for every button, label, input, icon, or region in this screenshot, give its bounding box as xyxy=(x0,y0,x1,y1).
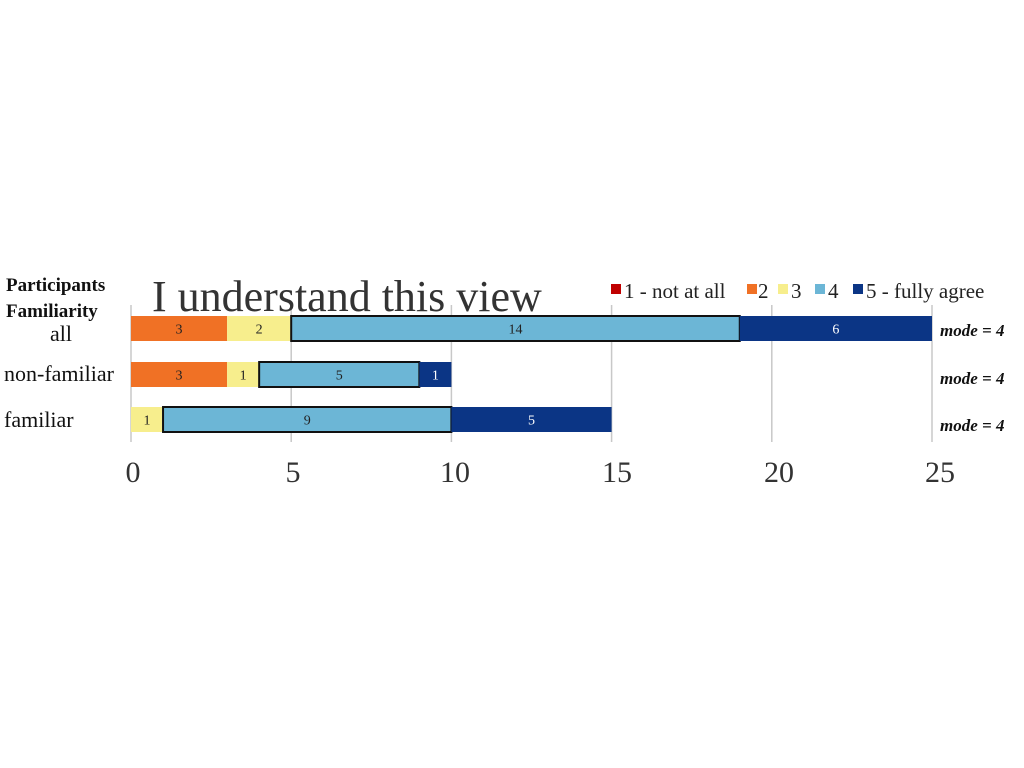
data-label-non-familiar-series-2: 3 xyxy=(176,369,183,384)
segment-labels: 3 2 14 6 3 1 5 1 1 9 5 xyxy=(144,323,840,429)
legend-swatch-2 xyxy=(747,284,757,294)
mode-annotation-all: mode = 4 xyxy=(940,321,1004,340)
x-tick-25: 25 xyxy=(925,456,955,489)
legend-label-2: 2 xyxy=(758,279,769,303)
bar-familiar-series-3 xyxy=(131,407,164,432)
data-label-all-series-2: 3 xyxy=(176,323,183,338)
legend: 1 - not at all 2 3 4 5 - fully agree xyxy=(611,279,984,303)
x-tick-0: 0 xyxy=(126,456,141,489)
x-tick-20: 20 xyxy=(764,456,794,489)
bar-non-familiar-series-3 xyxy=(227,362,260,387)
category-label-familiar: familiar xyxy=(4,407,74,432)
data-label-all-series-5: 6 xyxy=(832,323,839,338)
chart-title: I understand this view xyxy=(152,272,542,321)
legend-swatch-5 xyxy=(853,284,863,294)
mode-annotations: mode = 4 mode = 4 mode = 4 xyxy=(940,321,1004,435)
legend-label-5: 5 - fully agree xyxy=(866,279,984,303)
bar-familiar-series-4 xyxy=(162,406,453,433)
x-axis-tick-labels: 0 5 10 15 20 25 xyxy=(126,456,956,489)
legend-label-3: 3 xyxy=(791,279,802,303)
bars xyxy=(131,315,932,433)
data-label-non-familiar-series-4: 5 xyxy=(336,369,343,384)
bar-all-series-3 xyxy=(227,316,292,341)
bar-non-familiar-series-5 xyxy=(419,362,452,387)
data-label-all-series-3: 2 xyxy=(256,323,263,338)
x-tick-5: 5 xyxy=(286,456,301,489)
x-tick-10: 10 xyxy=(440,456,470,489)
row-header-participants: Participants xyxy=(6,275,105,296)
mode-annotation-familiar: mode = 4 xyxy=(940,416,1004,435)
data-label-all-series-4: 14 xyxy=(508,323,522,338)
category-label-non-familiar: non-familiar xyxy=(4,361,115,386)
bar-non-familiar-series-2 xyxy=(131,362,228,387)
data-label-non-familiar-series-5: 1 xyxy=(432,369,439,384)
data-label-familiar-series-5: 5 xyxy=(528,414,535,429)
legend-label-1: 1 - not at all xyxy=(624,279,726,303)
data-label-familiar-series-3: 1 xyxy=(144,414,151,429)
data-label-familiar-series-4: 9 xyxy=(304,414,311,429)
data-label-non-familiar-series-3: 1 xyxy=(240,369,247,384)
legend-swatch-3 xyxy=(778,284,788,294)
legend-swatch-1 xyxy=(611,284,621,294)
category-label-all: all xyxy=(50,321,72,346)
bar-all-series-2 xyxy=(131,316,228,341)
bar-all-series-5 xyxy=(739,316,932,341)
category-labels: all non-familiar familiar xyxy=(4,321,115,432)
mode-annotation-non-familiar: mode = 4 xyxy=(940,369,1004,388)
legend-label-4: 4 xyxy=(828,279,839,303)
legend-swatch-4 xyxy=(815,284,825,294)
x-tick-15: 15 xyxy=(602,456,632,489)
bar-familiar-series-5 xyxy=(451,407,612,432)
bar-all-series-4 xyxy=(290,315,741,342)
row-header-familiarity: Familiarity xyxy=(6,301,98,322)
